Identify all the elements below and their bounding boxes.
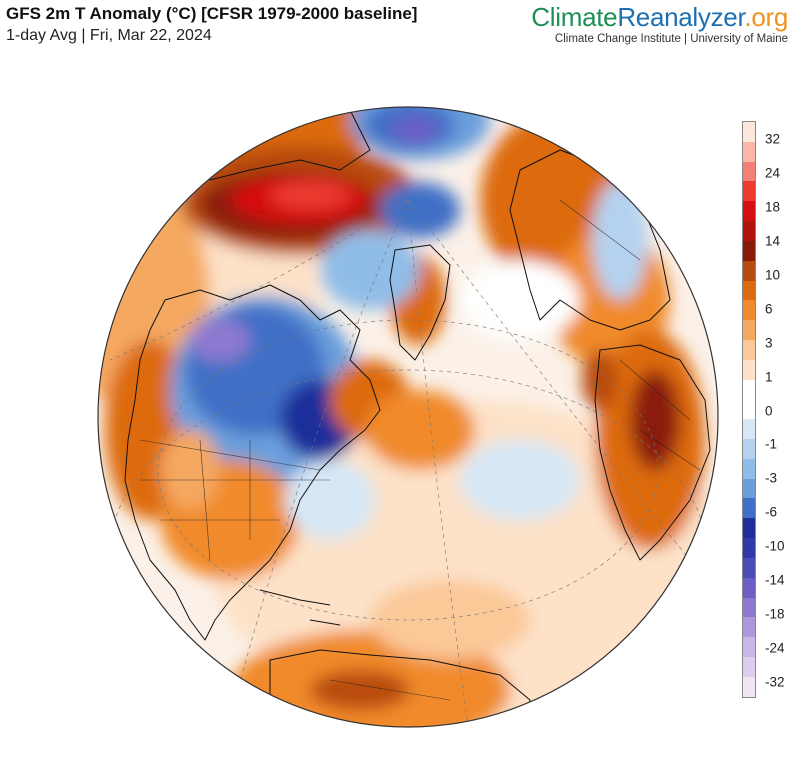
globe-edge <box>97 106 719 728</box>
colorbar-swatch <box>743 419 755 439</box>
brand-name-climate: Climate <box>531 2 618 32</box>
colorbar-label: 10 <box>765 267 781 283</box>
colorbar-swatch <box>743 597 755 618</box>
colorbar-label: -14 <box>765 572 785 588</box>
map-title: GFS 2m T Anomaly (°C) [CFSR 1979-2000 ba… <box>6 4 418 23</box>
colorbar-swatch <box>743 379 755 400</box>
colorbar-label: -6 <box>765 504 778 520</box>
colorbar-label: -3 <box>765 470 778 486</box>
colorbar-swatch <box>743 676 755 697</box>
colorbar-swatch <box>743 518 755 539</box>
map-subtitle: 1-day Avg | Fri, Mar 22, 2024 <box>6 27 212 44</box>
brand-logo[interactable]: ClimateReanalyzer.org Climate Change Ins… <box>531 2 788 45</box>
colorbar-swatch <box>743 439 755 459</box>
colorbar-label: -32 <box>765 674 785 690</box>
colorbar-swatch <box>743 538 755 558</box>
colorbar-label: -18 <box>765 606 785 622</box>
colorbar-swatch <box>743 280 755 301</box>
anomaly-field <box>98 107 718 727</box>
colorbar-swatch <box>743 656 755 677</box>
north-america-outline <box>124 284 381 641</box>
colorbar-swatch <box>743 478 755 499</box>
colorbar-label: 0 <box>765 403 773 418</box>
colorbar-swatch <box>743 161 755 182</box>
colorbar-label: 18 <box>765 199 781 215</box>
brand-name-reanalyzer: Reanalyzer <box>617 2 745 32</box>
colorbar-label: 1 <box>765 369 773 385</box>
colorbar-label: 6 <box>765 301 773 317</box>
africa-outline <box>594 344 711 561</box>
colorbar-swatch <box>743 320 755 340</box>
colorbar <box>742 121 756 698</box>
colorbar-swatch <box>743 122 755 142</box>
colorbar-label: 24 <box>765 165 781 181</box>
colorbar-label: 3 <box>765 335 773 351</box>
brand-name: ClimateReanalyzer.org <box>531 2 788 33</box>
colorbar-label: -1 <box>765 436 778 452</box>
colorbar-swatch <box>743 458 755 479</box>
colorbar-swatch <box>743 637 755 657</box>
colorbar-swatch <box>743 300 755 321</box>
colorbar-swatch <box>743 577 755 598</box>
greenland-outline <box>389 244 451 361</box>
colorbar-swatch <box>743 221 755 241</box>
brand-tagline: Climate Change Institute | University of… <box>554 33 788 45</box>
caribbean-outline <box>259 589 341 626</box>
colorbar-swatch <box>743 181 755 202</box>
borders <box>139 199 701 701</box>
colorbar-swatch <box>743 339 755 360</box>
colorbar-label: -10 <box>765 538 785 554</box>
colorbar-swatch <box>743 399 755 420</box>
colorbar-swatch <box>743 260 755 281</box>
brand-name-org: .org <box>744 2 788 32</box>
colorbar-swatch <box>743 359 755 380</box>
colorbar-swatch <box>743 498 755 519</box>
colorbar-label: 32 <box>765 131 781 147</box>
colorbar-swatch <box>743 557 755 578</box>
colorbar-label: 14 <box>765 233 781 249</box>
colorbar-swatch <box>743 141 755 162</box>
colorbar-swatch <box>743 617 755 638</box>
colorbar-swatch <box>743 201 755 222</box>
colorbar-swatch <box>743 240 755 261</box>
colorbar-label: -24 <box>765 640 785 656</box>
